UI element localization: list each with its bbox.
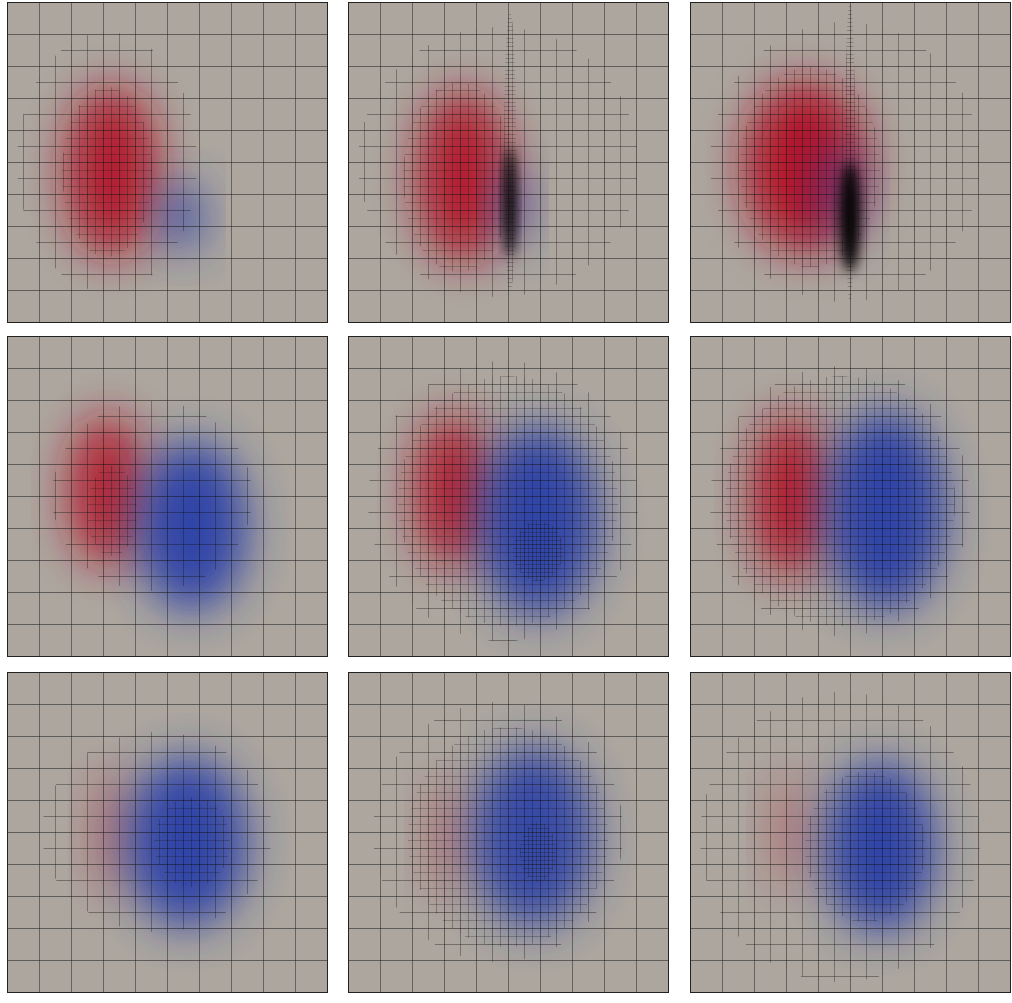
panel-content [348,2,669,323]
panel-content [348,672,669,993]
panel-content [7,2,328,323]
panel-content [7,672,328,993]
panel-content [690,336,1011,657]
simulation-panel [690,672,1011,993]
refined-mesh [408,727,608,947]
panel-content [7,336,328,657]
simulation-panel [7,336,328,657]
refined-mesh [504,12,516,292]
refined-mesh [725,376,955,626]
panel-content [690,2,1011,323]
refined-mesh [87,466,137,556]
refined-mesh [740,67,880,267]
refined-mesh [62,87,152,257]
simulation-panel [348,336,669,657]
simulation-panel [7,2,328,323]
refined-mesh [398,376,618,626]
refined-mesh [154,797,230,887]
refined-mesh [513,521,563,581]
simulation-panel [690,2,1011,323]
figure [0,0,1012,998]
simulation-panel [348,672,669,993]
panel-content [348,336,669,657]
simulation-panel [348,2,669,323]
refined-mesh [52,401,252,591]
panel-content [690,672,1011,993]
simulation-panel [690,336,1011,657]
refined-mesh [805,772,925,922]
refined-mesh [845,2,855,302]
simulation-panel [7,672,328,993]
refined-mesh [520,822,556,882]
refined-mesh [403,82,513,272]
